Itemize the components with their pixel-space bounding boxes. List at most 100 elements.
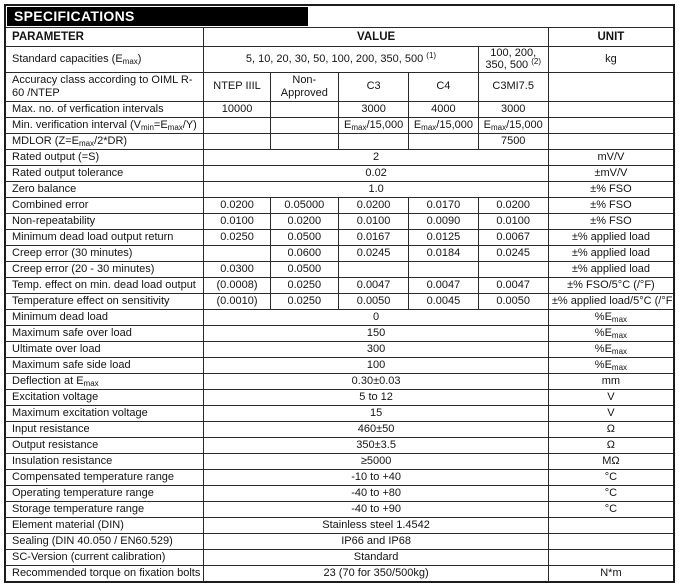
value-cell: 0.0090 [408, 212, 479, 230]
value-cell: 150 [203, 324, 549, 342]
value-cell: 0.0500 [269, 228, 339, 246]
unit-cell: mV/V [547, 148, 675, 166]
value-cell: 0.0047 [408, 276, 479, 294]
value-cell: 0.0125 [408, 228, 479, 246]
value-cell: Stainless steel 1.4542 [203, 516, 549, 534]
param-cell: Accuracy class according to OIML R-60 /N… [4, 71, 205, 102]
unit-cell [547, 516, 675, 534]
value-cell [337, 132, 410, 150]
value-cell: 7500 [477, 132, 549, 150]
unit-cell: ±% applied load [547, 244, 675, 262]
table-row: Sealing (DIN 40.050 / EN60.529) IP66 and … [4, 532, 675, 550]
value-cell: 15 [203, 404, 549, 422]
param-cell: MDLOR (Z=Emax/2*DR) [4, 132, 205, 150]
value-cell: 300 [203, 340, 549, 358]
specifications-table: SPECIFICATIONS PARAMETER VALUE UNIT Stan… [4, 4, 675, 583]
param-cell: Creep error (30 minutes) [4, 244, 205, 262]
value-cell: 0.0050 [337, 292, 410, 310]
unit-cell: %Emax [547, 340, 675, 358]
value-cell: 0.0100 [477, 212, 549, 230]
spec-rows: Max. no. of verfication intervals 10000 30… [4, 100, 675, 583]
table-row: Element material (DIN) Stainless steel 1.… [4, 516, 675, 534]
accuracy-class-cell: C4 [408, 71, 479, 102]
unit-cell: ±% FSO [547, 196, 675, 214]
value-cell: -40 to +90 [203, 500, 549, 518]
value-cell [203, 116, 271, 134]
accuracy-class-cell: C3 [337, 71, 410, 102]
header-unit: UNIT [547, 27, 675, 47]
unit-cell: %Emax [547, 324, 675, 342]
table-row: Zero balance 1.0 ±% FSO [4, 180, 675, 198]
table-row: Compensated temperature range -10 to +40 °… [4, 468, 675, 486]
value-cell: (0.0010) [203, 292, 271, 310]
table-row: Min. verification interval (Vmin=Emax/Y)… [4, 116, 675, 134]
value-cell: Emax/15,000 [337, 116, 410, 134]
param-cell: Recommended torque on fixation bolts [4, 564, 205, 583]
table-row: Temp. effect on min. dead load output (0.… [4, 276, 675, 294]
value-cell: 2 [203, 148, 549, 166]
value-cell: -40 to +80 [203, 484, 549, 502]
value-cell: 0.0300 [203, 260, 271, 278]
unit-cell: mm [547, 372, 675, 390]
param-cell: Element material (DIN) [4, 516, 205, 534]
table-row: Rated output tolerance 0.02 ±mV/V [4, 164, 675, 182]
value-cell: 0.0050 [477, 292, 549, 310]
table-row: Minimum dead load 0 %Emax [4, 308, 675, 326]
value-cell: 0.0100 [203, 212, 271, 230]
table-row: Maximum excitation voltage 15 V [4, 404, 675, 422]
table-row: Max. no. of verfication intervals 10000 30… [4, 100, 675, 118]
table-row: Excitation voltage 5 to 12 V [4, 388, 675, 406]
value-cell: 0.0200 [477, 196, 549, 214]
accuracy-class-cell: C3MI7.5 [477, 71, 549, 102]
value-cell: Emax/15,000 [477, 116, 549, 134]
table-row: Minimum dead load output return 0.0250 0.0… [4, 228, 675, 246]
value-cell: 4000 [408, 100, 479, 118]
unit-cell [547, 132, 675, 150]
value-cell: 0.0184 [408, 244, 479, 262]
param-cell: Creep error (20 - 30 minutes) [4, 260, 205, 278]
value-cell: 0.0067 [477, 228, 549, 246]
value-cell: 0.0047 [337, 276, 410, 294]
unit-cell [547, 116, 675, 134]
unit-cell [547, 71, 675, 102]
accuracy-row: Accuracy class according to OIML R-60 /N… [4, 71, 675, 102]
table-row: Recommended torque on fixation bolts 23 (… [4, 564, 675, 583]
value-cell: 0.0167 [337, 228, 410, 246]
table-row: Non-repeatability 0.0100 0.0200 0.0100 0.009… [4, 212, 675, 230]
value-cell: 0.0200 [269, 212, 339, 230]
value-cell: (0.0008) [203, 276, 271, 294]
table-row: Creep error (20 - 30 minutes) 0.0300 0.050… [4, 260, 675, 278]
specifications-title: SPECIFICATIONS [7, 7, 308, 26]
unit-cell: ±% applied load [547, 228, 675, 246]
unit-cell: ±mV/V [547, 164, 675, 182]
capacity-alt-values-cell: 100, 200, 350, 500 (2) [477, 46, 549, 73]
value-cell: 0.0200 [337, 196, 410, 214]
param-cell: Maximum safe over load [4, 324, 205, 342]
value-cell: Emax/15,000 [408, 116, 479, 134]
value-cell: 350±3.5 [203, 436, 549, 454]
value-cell: 1.0 [203, 180, 549, 198]
unit-cell: °C [547, 468, 675, 486]
table-row: Ultimate over load 300 %Emax [4, 340, 675, 358]
table-row: Deflection at Emax 0.30±0.03 mm [4, 372, 675, 390]
title-cell: SPECIFICATIONS [4, 4, 675, 28]
unit-cell [547, 548, 675, 566]
param-cell: Storage temperature range [4, 500, 205, 518]
param-cell: Maximum excitation voltage [4, 404, 205, 422]
param-cell: Sealing (DIN 40.050 / EN60.529) [4, 532, 205, 550]
param-cell: Excitation voltage [4, 388, 205, 406]
value-cell: 0.0250 [269, 292, 339, 310]
accuracy-class-cell: NTEP IIIL [203, 71, 271, 102]
unit-cell: ±% FSO/5°C (/°F) [547, 276, 675, 294]
value-cell: 460±50 [203, 420, 549, 438]
value-cell: 0.0047 [477, 276, 549, 294]
header-parameter: PARAMETER [4, 27, 205, 47]
value-cell: 0.0250 [269, 276, 339, 294]
table-row: Maximum safe side load 100 %Emax [4, 356, 675, 374]
table-row: Storage temperature range -40 to +90 °C [4, 500, 675, 518]
table-row: Insulation resistance ≥5000 MΩ [4, 452, 675, 470]
unit-cell: %Emax [547, 308, 675, 326]
value-cell: 0 [203, 308, 549, 326]
param-cell: Min. verification interval (Vmin=Emax/Y) [4, 116, 205, 134]
param-cell: Insulation resistance [4, 452, 205, 470]
